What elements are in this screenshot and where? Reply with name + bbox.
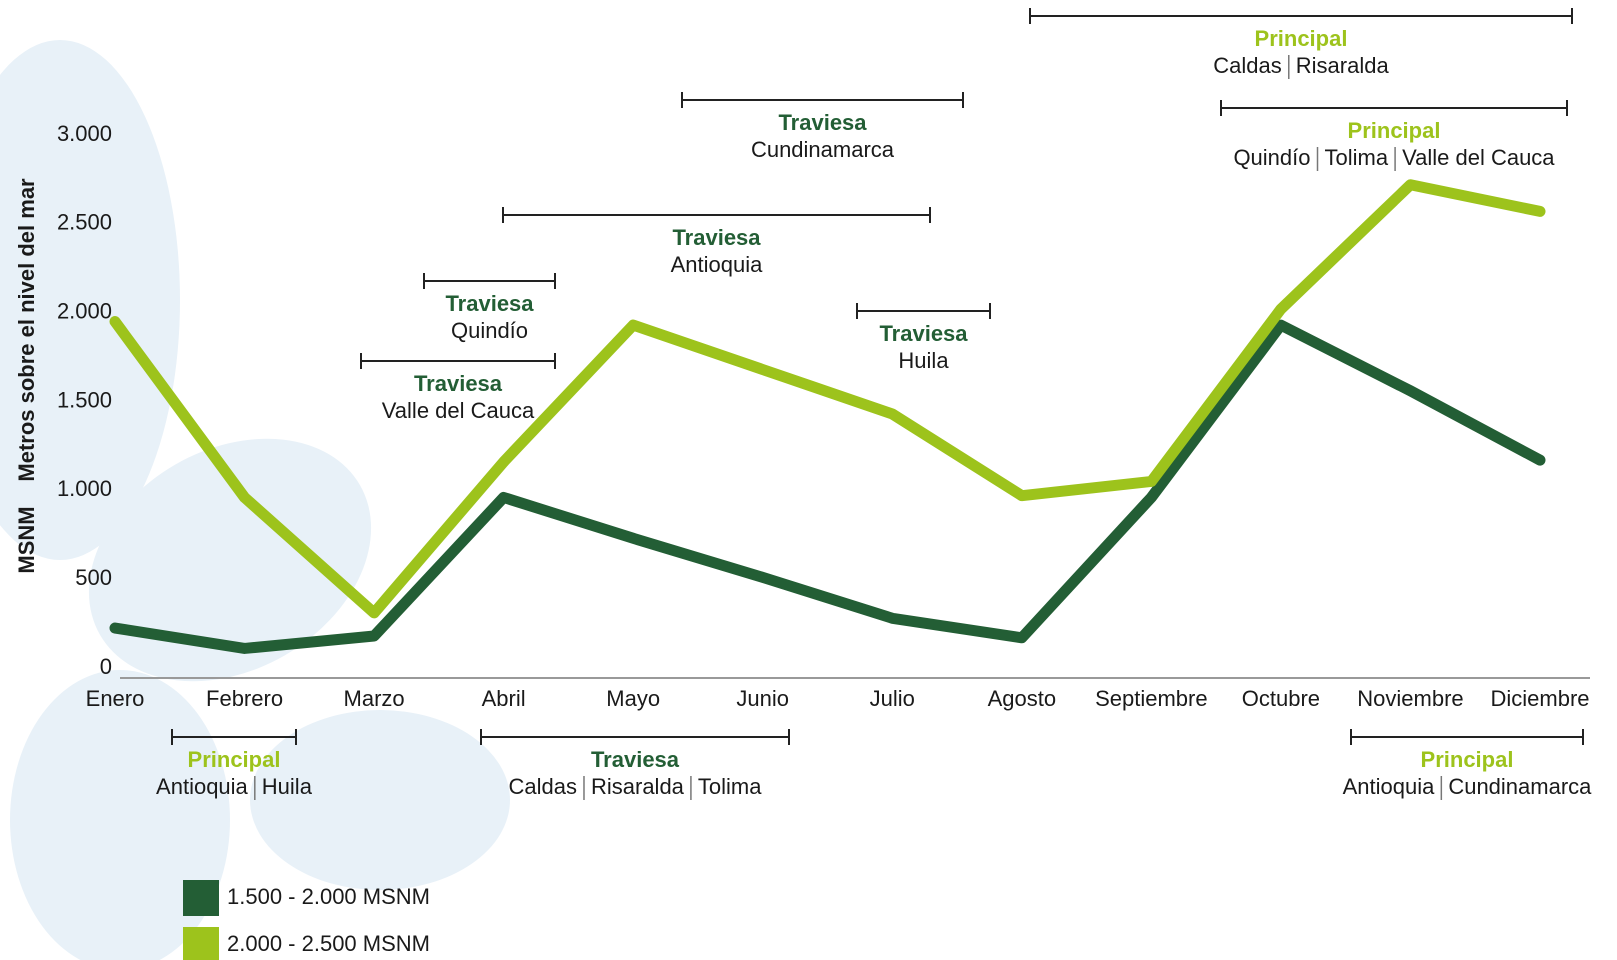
annotation-region: Antioquia xyxy=(1343,774,1436,799)
annotation-region: Tolima xyxy=(698,774,762,799)
annotation-region: Risaralda xyxy=(1296,53,1390,78)
annotation-title: Traviesa xyxy=(414,371,503,396)
legend-label: 2.000 - 2.500 MSNM xyxy=(227,931,430,956)
watermark xyxy=(0,40,510,960)
annotation-region: Quindío xyxy=(1233,145,1310,170)
annotation: Principal Quindío Tolima Valle del Cauca xyxy=(1220,100,1568,171)
annotation-title: Principal xyxy=(1421,747,1514,772)
annotation-region: Antioquia xyxy=(671,252,764,277)
annotation-region: Huila xyxy=(898,348,949,373)
annotation-title: Principal xyxy=(1348,118,1441,143)
annotation-region: Valle del Cauca xyxy=(382,398,535,423)
series-line xyxy=(109,319,1546,654)
legend-swatch xyxy=(183,927,219,960)
x-tick-label: Diciembre xyxy=(1490,686,1589,711)
annotation-title: Traviesa xyxy=(672,225,761,250)
annotation-title: Principal xyxy=(1255,26,1348,51)
x-tick-label: Julio xyxy=(870,686,915,711)
annotation-title: Traviesa xyxy=(879,321,968,346)
y-tick-label: 500 xyxy=(75,565,112,590)
annotation-region: Valle del Cauca xyxy=(1402,145,1555,170)
x-tick-label: Febrero xyxy=(206,686,283,711)
annotation-region: Antioquia xyxy=(156,774,249,799)
y-axis-label: Metros sobre el nivel del mar xyxy=(14,178,39,482)
legend-label: 1.500 - 2.000 MSNM xyxy=(227,884,430,909)
y-tick-label: 2.500 xyxy=(57,210,112,235)
series-line xyxy=(109,179,1546,619)
annotation-region: Cundinamarca xyxy=(751,137,895,162)
x-tick-label: Mayo xyxy=(606,686,660,711)
x-tick-label: Marzo xyxy=(344,686,405,711)
x-tick-label: Enero xyxy=(86,686,145,711)
x-tick-label: Abril xyxy=(482,686,526,711)
annotation: Traviesa Caldas Risaralda Tolima xyxy=(480,729,790,800)
x-tick-label: Agosto xyxy=(988,686,1057,711)
annotation-title: Traviesa xyxy=(591,747,680,772)
x-tick-label: Junio xyxy=(736,686,789,711)
y-tick-label: 1.500 xyxy=(57,387,112,412)
annotation-region: Huila xyxy=(262,774,313,799)
annotation-region: Caldas xyxy=(1213,53,1281,78)
legend-swatch xyxy=(183,880,219,916)
annotation-region: Risaralda xyxy=(591,774,685,799)
y-tick-label: 0 xyxy=(100,654,112,679)
y-tick-label: 3.000 xyxy=(57,121,112,146)
annotation-region: Quindío xyxy=(451,318,528,343)
x-tick-label: Octubre xyxy=(1242,686,1320,711)
annotation-region: Tolima xyxy=(1325,145,1389,170)
annotation-title: Principal xyxy=(188,747,281,772)
x-tick-label: Noviembre xyxy=(1357,686,1463,711)
x-tick-label: Septiembre xyxy=(1095,686,1208,711)
y-unit-label: MSNM xyxy=(14,506,39,573)
y-tick-label: 2.000 xyxy=(57,298,112,323)
y-tick-label: 1.000 xyxy=(57,476,112,501)
annotation-title: Traviesa xyxy=(778,110,867,135)
annotation-region: Cundinamarca xyxy=(1448,774,1592,799)
annotation-region: Caldas xyxy=(509,774,577,799)
annotation-title: Traviesa xyxy=(445,291,534,316)
